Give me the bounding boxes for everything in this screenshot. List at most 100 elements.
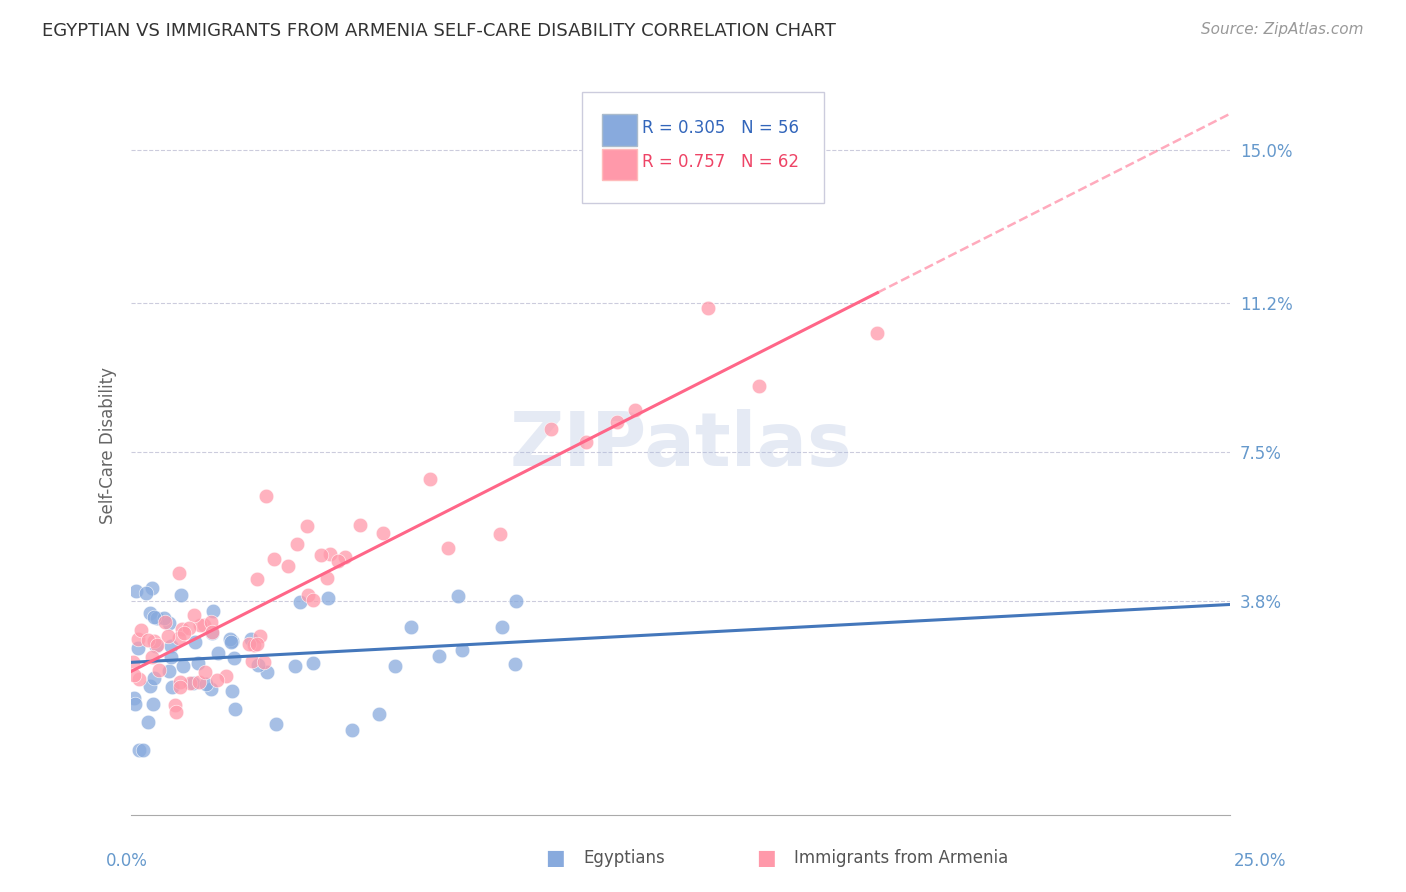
Point — [156, 629, 179, 643]
Point — [215, 668, 238, 682]
Point — [122, 691, 145, 706]
Point — [290, 594, 312, 608]
Point — [342, 723, 364, 738]
Point — [249, 629, 271, 643]
Point — [201, 625, 224, 640]
Text: 0.0%: 0.0% — [105, 852, 148, 870]
Point — [333, 549, 356, 564]
Point — [157, 615, 180, 630]
Point — [141, 581, 163, 595]
Point — [142, 697, 165, 711]
Point — [246, 657, 269, 672]
Point — [316, 591, 339, 605]
Point — [195, 676, 218, 690]
Text: Source: ZipAtlas.com: Source: ZipAtlas.com — [1201, 22, 1364, 37]
Point — [349, 517, 371, 532]
Point — [263, 552, 285, 566]
Text: R = 0.757   N = 62: R = 0.757 N = 62 — [643, 153, 799, 171]
Text: ■: ■ — [756, 848, 776, 868]
FancyBboxPatch shape — [582, 92, 824, 202]
Point — [505, 593, 527, 607]
Text: 25.0%: 25.0% — [1234, 852, 1286, 870]
Point — [575, 435, 598, 450]
Point — [136, 632, 159, 647]
Point — [254, 489, 277, 503]
Point — [142, 672, 165, 686]
Point — [157, 664, 180, 678]
Point — [326, 554, 349, 568]
Point — [179, 676, 201, 690]
Point — [122, 655, 145, 669]
Point — [240, 654, 263, 668]
Point — [401, 620, 423, 634]
Point — [169, 674, 191, 689]
Point — [170, 588, 193, 602]
Text: R = 0.305   N = 56: R = 0.305 N = 56 — [643, 119, 799, 136]
Point — [222, 650, 245, 665]
Point — [127, 641, 149, 656]
Y-axis label: Self-Care Disability: Self-Care Disability — [100, 368, 117, 524]
Point — [139, 606, 162, 620]
Point — [606, 415, 628, 429]
Point — [218, 632, 240, 646]
Point — [162, 681, 184, 695]
Point — [188, 675, 211, 690]
Point — [172, 659, 194, 673]
Point — [183, 676, 205, 690]
Text: EGYPTIAN VS IMMIGRANTS FROM ARMENIA SELF-CARE DISABILITY CORRELATION CHART: EGYPTIAN VS IMMIGRANTS FROM ARMENIA SELF… — [42, 22, 837, 40]
Point — [127, 632, 149, 646]
Point — [277, 558, 299, 573]
Point — [187, 656, 209, 670]
Point — [142, 609, 165, 624]
Point — [207, 646, 229, 660]
Point — [373, 525, 395, 540]
Point — [253, 655, 276, 669]
Point — [866, 326, 889, 341]
Point — [188, 618, 211, 632]
Point — [177, 621, 200, 635]
Text: ■: ■ — [546, 848, 565, 868]
Point — [429, 649, 451, 664]
Point — [316, 571, 339, 585]
Point — [172, 622, 194, 636]
Point — [139, 679, 162, 693]
Point — [128, 672, 150, 686]
Text: ZIPatlas: ZIPatlas — [509, 409, 852, 483]
Point — [489, 526, 512, 541]
Point — [153, 615, 176, 629]
Point — [295, 519, 318, 533]
Point — [205, 673, 228, 688]
Point — [131, 743, 153, 757]
Point — [200, 615, 222, 629]
Point — [165, 698, 187, 712]
Point — [285, 536, 308, 550]
Point — [221, 684, 243, 698]
Point — [302, 592, 325, 607]
FancyBboxPatch shape — [602, 114, 637, 145]
Point — [451, 642, 474, 657]
Point — [697, 301, 720, 315]
Point — [284, 659, 307, 673]
Point — [145, 639, 167, 653]
Point — [141, 649, 163, 664]
Point — [153, 611, 176, 625]
Point — [201, 604, 224, 618]
Point — [246, 572, 269, 586]
Point — [309, 549, 332, 563]
Point — [169, 566, 191, 580]
Point — [184, 635, 207, 649]
Point — [200, 682, 222, 697]
Point — [129, 623, 152, 637]
Point — [437, 541, 460, 556]
Point — [319, 547, 342, 561]
Text: Immigrants from Armenia: Immigrants from Armenia — [794, 849, 1008, 867]
Point — [238, 637, 260, 651]
Point — [239, 632, 262, 646]
Point — [243, 638, 266, 652]
Point — [160, 639, 183, 653]
Point — [135, 586, 157, 600]
Point — [384, 658, 406, 673]
Point — [201, 626, 224, 640]
Point — [160, 650, 183, 665]
Point — [221, 635, 243, 649]
